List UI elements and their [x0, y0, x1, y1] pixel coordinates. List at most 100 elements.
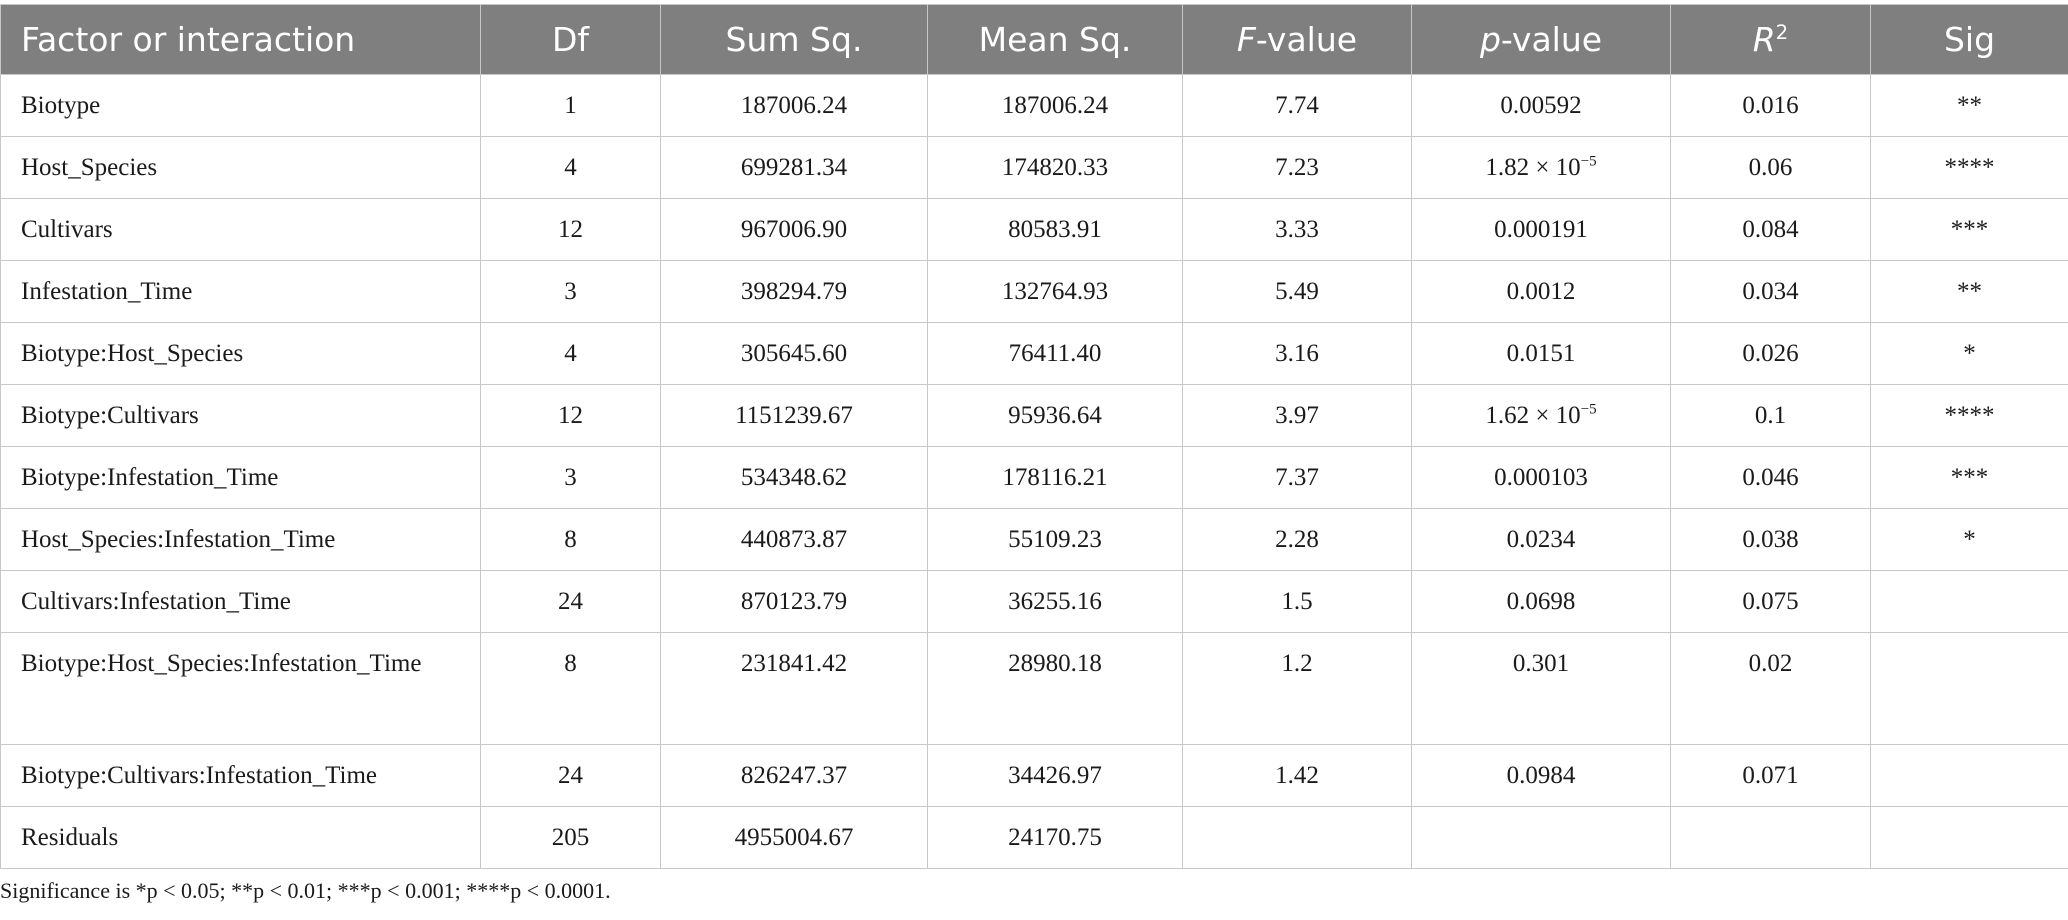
table-cell: 305645.60: [660, 322, 928, 385]
table-cell: 1.62 × 10−5: [1411, 384, 1671, 447]
table-cell: 440873.87: [660, 508, 928, 571]
table-cell: [1411, 806, 1671, 869]
table-cell: 0.026: [1670, 322, 1871, 385]
table-cell: 0.06: [1670, 136, 1871, 199]
table-cell: 967006.90: [660, 198, 928, 261]
table-cell: 0.000191: [1411, 198, 1671, 261]
table-cell: 0.00592: [1411, 74, 1671, 137]
superscript: 2: [1775, 21, 1789, 44]
table-cell: 5.49: [1182, 260, 1412, 323]
table-cell: 24: [480, 744, 661, 807]
table-cell: 0.084: [1670, 198, 1871, 261]
table-cell: 0.046: [1670, 446, 1871, 509]
column-header: R2: [1670, 4, 1871, 75]
table-cell: ****: [1870, 136, 2068, 199]
table-cell: 34426.97: [927, 744, 1183, 807]
text-part: -value: [1255, 20, 1358, 59]
text-part: -value: [1500, 20, 1603, 59]
italic-part: R: [1752, 20, 1776, 59]
column-header: Df: [480, 4, 661, 75]
table-cell: 28980.18: [927, 632, 1183, 745]
table-body: Biotype 1 187006.24 187006.24 7.74 0.00592 0.0…: [0, 74, 2068, 869]
table-row: Residuals 205 4955004.67 24170.75: [0, 806, 2068, 869]
table-cell: 1.2: [1182, 632, 1412, 745]
table-cell: 95936.64: [927, 384, 1183, 447]
table-cell: 0.0012: [1411, 260, 1671, 323]
row-label: Biotype: [0, 74, 481, 137]
table-cell: 2.28: [1182, 508, 1412, 571]
table-cell: 12: [480, 198, 661, 261]
table-cell: 24170.75: [927, 806, 1183, 869]
table-cell: 4955004.67: [660, 806, 928, 869]
italic-part: p: [1479, 20, 1501, 59]
table-cell: 4: [480, 136, 661, 199]
header-row: Factor or interaction Df Sum Sq. Mean Sq. F-…: [0, 4, 2068, 75]
table-cell: 0.038: [1670, 508, 1871, 571]
table-row: Biotype:Host_Species 4 305645.60 76411.40 3.…: [0, 322, 2068, 385]
table-cell: *: [1870, 322, 2068, 385]
table-cell: [1670, 806, 1871, 869]
table-cell: 0.034: [1670, 260, 1871, 323]
table-cell: ****: [1870, 384, 2068, 447]
table-cell: 1.5: [1182, 570, 1412, 633]
table-cell: 178116.21: [927, 446, 1183, 509]
row-label: Biotype:Host_Species:Infestation_Time: [0, 632, 481, 745]
table-cell: 4: [480, 322, 661, 385]
table-row: Biotype:Cultivars 12 1151239.67 95936.64 3.9…: [0, 384, 2068, 447]
table-cell: 826247.37: [660, 744, 928, 807]
table-cell: 80583.91: [927, 198, 1183, 261]
table-cell: 534348.62: [660, 446, 928, 509]
footnote: Significance is *p < 0.05; **p < 0.01; *…: [0, 878, 611, 903]
text-part: 1.62 × 10: [1485, 402, 1581, 429]
table-row: Biotype 1 187006.24 187006.24 7.74 0.00592 0.0…: [0, 74, 2068, 137]
table-cell: 1.82 × 10−5: [1411, 136, 1671, 199]
table-cell: 0.02: [1670, 632, 1871, 745]
table-row: Cultivars 12 967006.90 80583.91 3.33 0.000191…: [0, 198, 2068, 261]
table-cell: 870123.79: [660, 570, 928, 633]
table-cell: ***: [1870, 446, 2068, 509]
table-cell: 7.23: [1182, 136, 1412, 199]
anova-table: Factor or interaction Df Sum Sq. Mean Sq. F-…: [0, 4, 2068, 869]
table-row: Biotype:Infestation_Time 3 534348.62 178116…: [0, 446, 2068, 509]
table-cell: 0.016: [1670, 74, 1871, 137]
table-cell: ***: [1870, 198, 2068, 261]
table-cell: 0.1: [1670, 384, 1871, 447]
table-cell: 8: [480, 632, 661, 745]
table-cell: 174820.33: [927, 136, 1183, 199]
table-cell: 205: [480, 806, 661, 869]
table-cell: 55109.23: [927, 508, 1183, 571]
table-cell: 0.0984: [1411, 744, 1671, 807]
table-cell: 0.0698: [1411, 570, 1671, 633]
table-cell: 231841.42: [660, 632, 928, 745]
row-label: Host_Species:Infestation_Time: [0, 508, 481, 571]
table-cell: 8: [480, 508, 661, 571]
exponent: −5: [1580, 401, 1597, 418]
row-label: Biotype:Host_Species: [0, 322, 481, 385]
table-cell: 0.071: [1670, 744, 1871, 807]
row-label: Biotype:Cultivars:Infestation_Time: [0, 744, 481, 807]
row-label: Biotype:Cultivars: [0, 384, 481, 447]
row-label: Biotype:Infestation_Time: [0, 446, 481, 509]
table-cell: *: [1870, 508, 2068, 571]
row-label: Cultivars:Infestation_Time: [0, 570, 481, 633]
table-row: Host_Species:Infestation_Time 8 440873.87 5…: [0, 508, 2068, 571]
column-header: Factor or interaction: [0, 4, 481, 75]
table-cell: 0.000103: [1411, 446, 1671, 509]
table-cell: [1870, 632, 2068, 745]
exponent: −5: [1580, 153, 1597, 170]
table-cell: 36255.16: [927, 570, 1183, 633]
table-cell: 1151239.67: [660, 384, 928, 447]
table-cell: 0.301: [1411, 632, 1671, 745]
table-row: Host_Species 4 699281.34 174820.33 7.23 1.82 …: [0, 136, 2068, 199]
row-label: Infestation_Time: [0, 260, 481, 323]
table-row: Biotype:Cultivars:Infestation_Time 24 8262…: [0, 744, 2068, 807]
row-label: Host_Species: [0, 136, 481, 199]
table-row: Infestation_Time 3 398294.79 132764.93 5.49 0…: [0, 260, 2068, 323]
table-cell: 0.075: [1670, 570, 1871, 633]
table-row: Cultivars:Infestation_Time 24 870123.79 362…: [0, 570, 2068, 633]
table-cell: 7.37: [1182, 446, 1412, 509]
table-cell: [1182, 806, 1412, 869]
text-part: 1.82 × 10: [1485, 154, 1581, 181]
table-cell: 3: [480, 446, 661, 509]
